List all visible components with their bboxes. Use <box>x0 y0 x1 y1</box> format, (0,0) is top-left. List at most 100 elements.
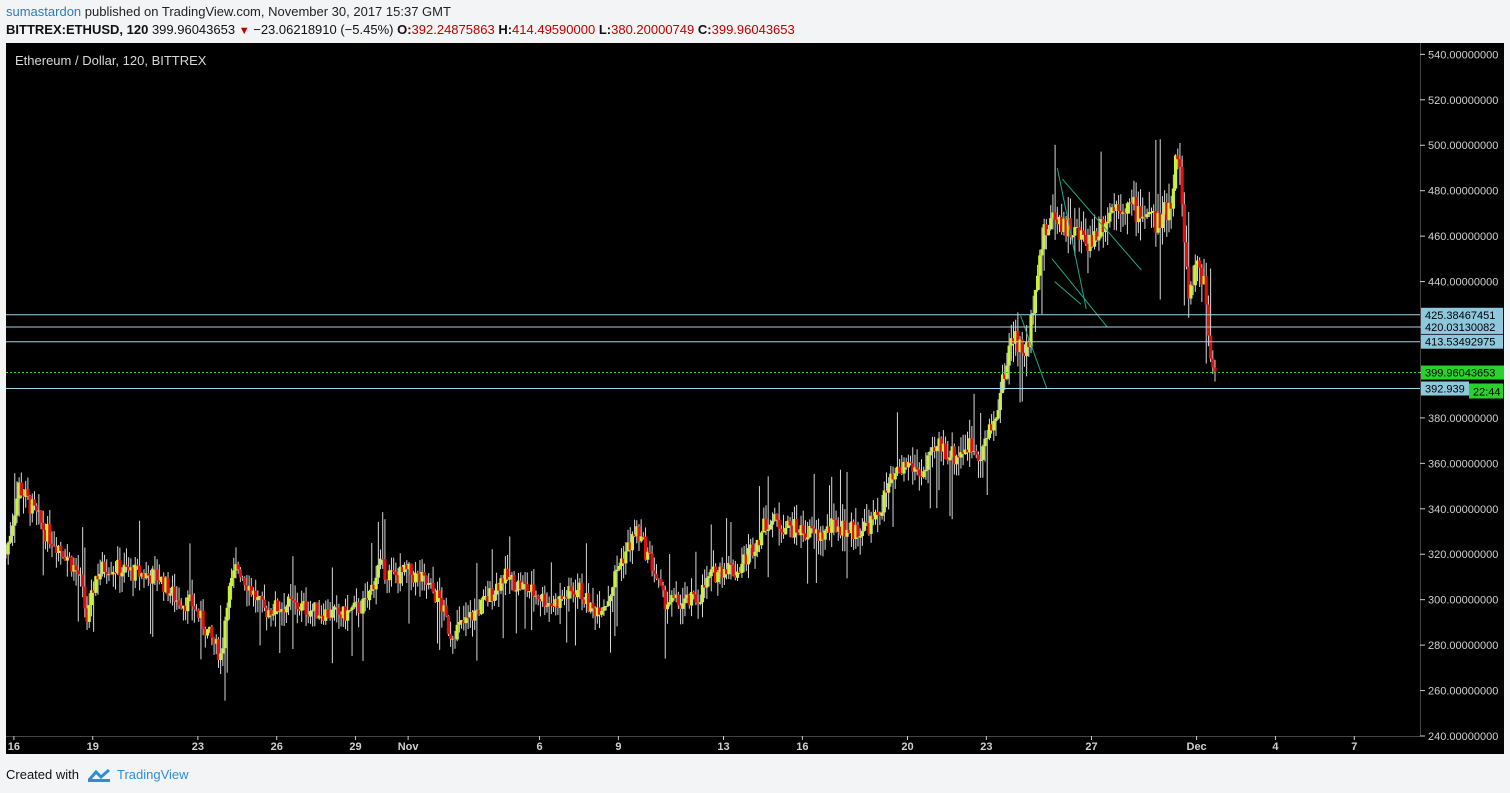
candle-body <box>613 571 617 588</box>
candle-body <box>1042 224 1046 250</box>
x-tick-label: 16 <box>796 741 808 753</box>
candle-body <box>981 446 985 460</box>
candle-body <box>1051 212 1055 219</box>
candle-body <box>1160 214 1165 229</box>
candle-body <box>177 600 181 606</box>
candle-body <box>444 605 448 617</box>
candle-body <box>70 556 74 572</box>
candle-body <box>968 438 972 453</box>
candle-body <box>989 424 994 431</box>
candle-body <box>265 607 269 618</box>
candle-body <box>427 583 431 585</box>
open-label: O: <box>397 22 412 37</box>
chart-title: Ethereum / Dollar, 120, BITTREX <box>15 53 207 68</box>
candle-body <box>1099 219 1103 237</box>
candle-body <box>219 653 223 660</box>
candle-body <box>617 566 621 570</box>
candle-body <box>766 529 770 532</box>
candle-body <box>1125 203 1129 214</box>
candle-body <box>484 595 488 597</box>
candle-body <box>440 597 444 612</box>
candle-body <box>567 586 571 599</box>
candle-body <box>1081 230 1086 235</box>
candle-body <box>889 473 893 484</box>
candle-body <box>538 599 543 602</box>
author-link[interactable]: sumastardon <box>6 4 82 19</box>
candle-body <box>814 529 818 534</box>
tradingview-logo-icon[interactable] <box>87 768 111 782</box>
candle-body <box>508 577 512 580</box>
x-tick-label: 23 <box>980 741 992 753</box>
candle-body <box>944 443 948 459</box>
candle-body <box>738 571 742 573</box>
candle-body <box>291 598 295 601</box>
candle-body <box>709 569 713 577</box>
tradingview-link[interactable]: TradingView <box>116 767 189 782</box>
candle-body <box>797 532 801 536</box>
candle-body <box>724 568 729 575</box>
candle-body <box>289 596 293 599</box>
candle-body <box>707 576 711 579</box>
chart-area[interactable]: Ethereum / Dollar, 120, BITTREX 540.00000… <box>6 43 1504 754</box>
candle-body <box>1097 236 1101 241</box>
candle-body <box>1191 284 1195 286</box>
candle-body <box>694 594 698 603</box>
candle-body <box>948 457 952 461</box>
candle-body <box>593 608 597 617</box>
candle-body <box>626 542 630 552</box>
candle-body <box>488 588 492 602</box>
candle-body <box>1108 212 1112 222</box>
candle-body <box>162 576 166 593</box>
candle-body <box>48 523 52 544</box>
x-tick-label: 16 <box>8 741 20 753</box>
candle-body <box>619 558 624 567</box>
candle-body <box>416 572 420 574</box>
candle-body <box>201 610 205 629</box>
published-text: published on TradingView.com, November 3… <box>84 4 451 19</box>
candle-body <box>1121 212 1125 215</box>
candle-body <box>223 620 227 649</box>
candle-body <box>370 584 374 591</box>
y-tick-label: 260.00000000 <box>1428 686 1498 698</box>
candle-body <box>1134 196 1138 223</box>
candle-body <box>714 566 718 583</box>
candle-body <box>711 566 716 570</box>
candle-body <box>676 594 680 606</box>
candle-body <box>554 599 558 607</box>
candle-body <box>685 594 689 599</box>
candle-body <box>449 633 453 639</box>
candle-body <box>346 610 350 621</box>
candle-body <box>580 582 584 600</box>
candle-body <box>514 590 518 592</box>
candle-body <box>744 554 748 565</box>
candle-body <box>652 570 656 575</box>
candle-body <box>72 565 76 572</box>
candle-body <box>240 577 245 579</box>
candle-body <box>306 614 310 617</box>
candle-body <box>941 443 946 452</box>
level-label-bg <box>1421 381 1469 396</box>
candle-body <box>6 554 8 556</box>
candle-body <box>1211 358 1215 368</box>
candle-body <box>558 595 562 608</box>
candle-body <box>256 596 260 601</box>
level-label: 392.939 <box>1425 384 1465 396</box>
candle-body <box>632 534 637 537</box>
candle-body <box>635 526 639 537</box>
candle-body <box>37 510 41 512</box>
candle-body <box>819 532 823 541</box>
candle-body <box>595 607 599 617</box>
candle-body <box>637 526 641 542</box>
candle-body <box>1112 207 1116 211</box>
candle-body <box>935 446 939 452</box>
candle-body <box>913 467 917 472</box>
candle-body <box>486 595 490 602</box>
candle-body <box>403 564 407 573</box>
candle-body <box>293 600 297 603</box>
candle-body <box>470 612 475 621</box>
candlestick-chart[interactable]: Ethereum / Dollar, 120, BITTREX 540.00000… <box>6 43 1504 754</box>
candle-body <box>987 424 992 439</box>
candle-body <box>615 569 619 572</box>
candle-body <box>330 609 334 618</box>
candle-body <box>1040 249 1044 256</box>
